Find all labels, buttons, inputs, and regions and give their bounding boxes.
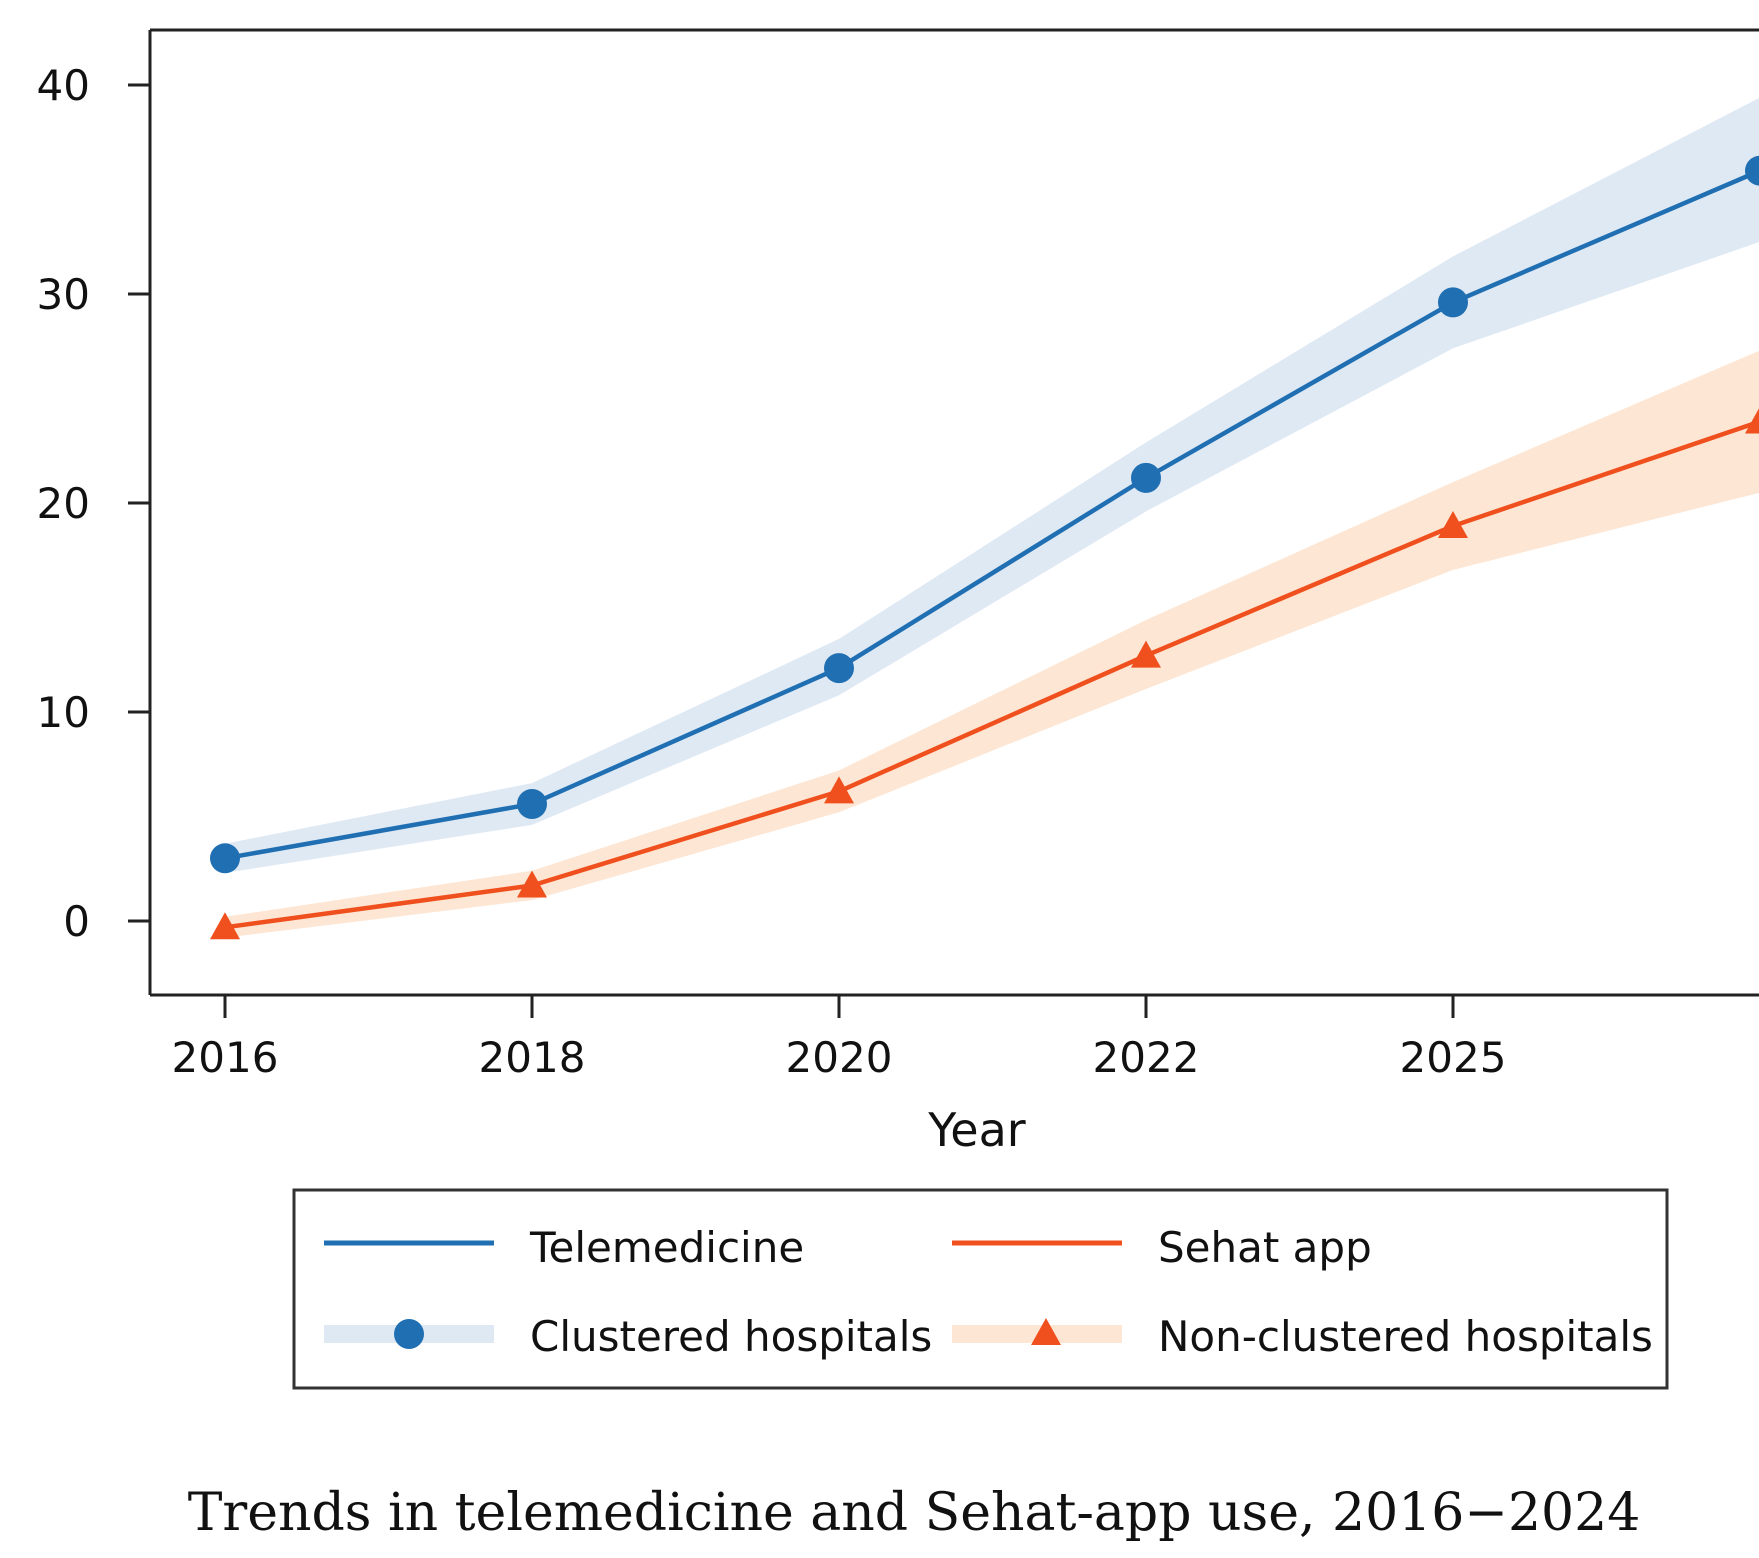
legend-clustered-marker — [394, 1319, 424, 1349]
axes — [148, 28, 1759, 997]
legend-clustered-label: Clustered hospitals — [530, 1312, 932, 1361]
y-tick-label-10: 10 — [37, 688, 90, 737]
telemedicine-point-3 — [1131, 462, 1161, 493]
x-tick-label-2025: 2025 — [1400, 1033, 1507, 1082]
telemedicine-point-0 — [210, 843, 240, 874]
sehat-app-point-3 — [1131, 640, 1161, 668]
y-tick-label-0: 0 — [63, 897, 90, 946]
y-tick-label-20: 20 — [37, 479, 90, 528]
telemedicine-line — [224, 168, 1759, 861]
confidence-bands — [225, 98, 1759, 938]
sehat-app-ci-band — [225, 350, 1759, 938]
sehat-app-point-2 — [824, 776, 854, 804]
legend-nonclustered-label: Non-clustered hospitals — [1158, 1312, 1653, 1361]
x-axis-title: Year — [927, 1103, 1025, 1157]
sehat-app-point-4 — [1438, 510, 1468, 538]
sehat-app-line — [224, 419, 1759, 930]
x-tick-label-2022: 2022 — [1093, 1033, 1200, 1082]
legend-telemedicine-label: Telemedicine — [529, 1223, 804, 1272]
y-tick-label-30: 30 — [37, 270, 90, 319]
x-ticks: 2016 2018 2020 2022 2025 — [172, 995, 1507, 1082]
telemedicine-point-2 — [824, 653, 854, 684]
sehat-app-point-5 — [1745, 408, 1759, 434]
telemedicine-point-5 — [1745, 155, 1759, 186]
series-lines — [224, 168, 1759, 930]
legend-nonclustered-band-swatch — [952, 1325, 1122, 1343]
x-tick-label-2020: 2020 — [786, 1033, 893, 1082]
x-tick-label-2018: 2018 — [479, 1033, 586, 1082]
telemedicine-point-4 — [1438, 287, 1468, 318]
y-tick-label-40: 40 — [37, 61, 90, 110]
telemedicine-point-1 — [517, 788, 547, 819]
legend-sehat-app-label: Sehat app — [1158, 1223, 1372, 1272]
legend-box — [292, 1188, 1669, 1390]
x-tick-label-2016: 2016 — [172, 1033, 279, 1082]
y-ticks: 0 10 20 30 40 — [37, 61, 150, 946]
legend: Telemedicine Sehat app Clustered hospita… — [292, 1188, 1669, 1390]
sehat-app-point-0 — [210, 912, 240, 940]
legend-nonclustered-marker — [1031, 1318, 1061, 1345]
series-markers — [210, 155, 1759, 940]
figure-caption: Trends in telemedicine and Sehat-app use… — [188, 1483, 1641, 1543]
sehat-app-point-1 — [517, 870, 547, 898]
